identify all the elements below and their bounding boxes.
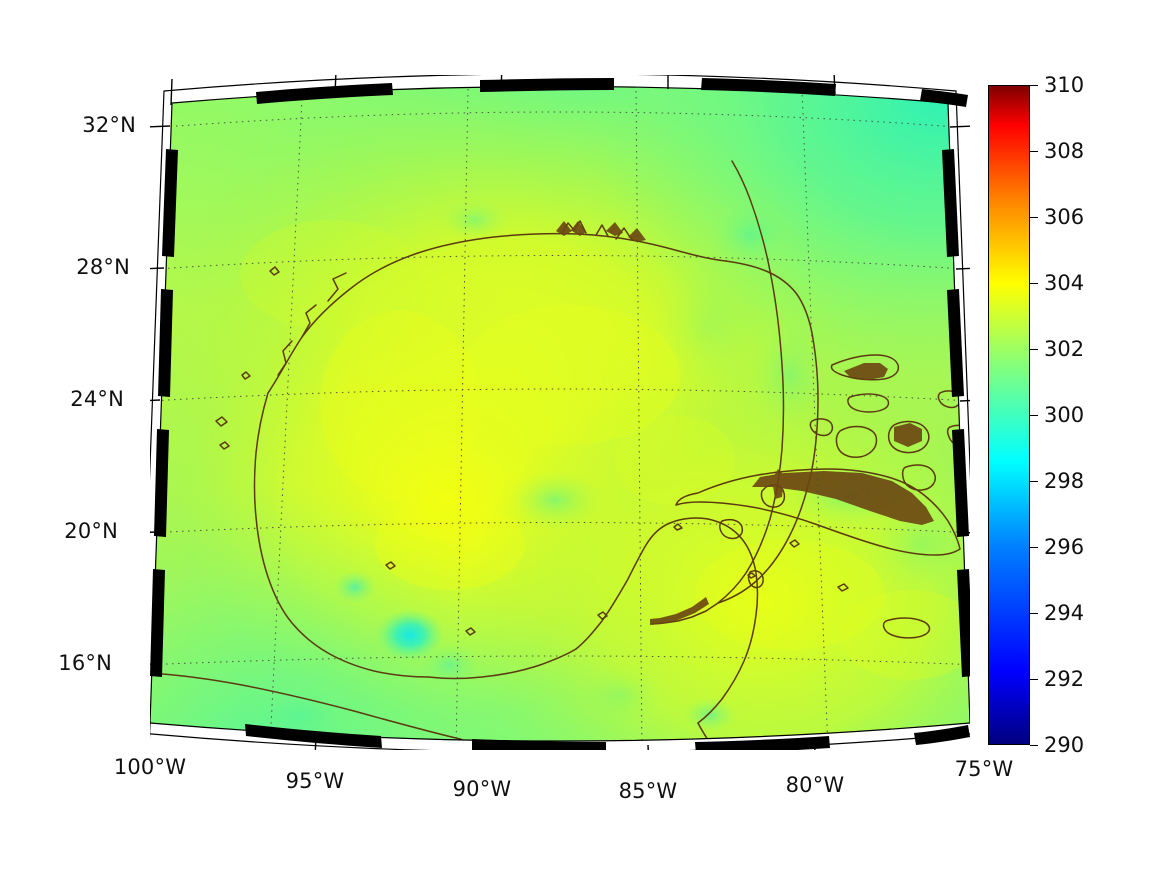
colorbar[interactable]: 310 308 306 304 302 300 298 296 294 292 … [988,73,1084,757]
colorbar-label-302: 302 [1044,337,1085,361]
colorbar-label-292: 292 [1044,667,1085,691]
colorbar-tick-302 [1030,349,1038,350]
lat-tick-label-24: 24°N [70,387,124,411]
lat-tick-label-32: 32°N [82,113,136,137]
land-tint [556,221,934,625]
lon-tick-label-90w: 90°W [452,777,512,801]
colorbar-label-294: 294 [1044,601,1085,625]
colorbar-tick-294 [1030,613,1038,614]
colorbar-tick-296 [1030,547,1038,548]
colorbar-tick-298 [1030,481,1038,482]
axis-ticks [150,75,970,750]
colorbar-gradient [988,85,1030,745]
lat-tick-label-16: 16°N [58,651,112,675]
lat-tick-label-20: 20°N [64,519,118,543]
map-render [150,75,970,750]
lat-tick-label-28: 28°N [76,255,130,279]
colorbar-label-306: 306 [1044,205,1085,229]
colorbar-tick-308 [1030,151,1038,152]
map-frame [150,75,970,750]
colorbar-label-308: 308 [1044,139,1085,163]
colorbar-tick-292 [1030,679,1038,680]
colorbar-label-310: 310 [1044,73,1085,97]
colorbar-label-296: 296 [1044,535,1085,559]
colorbar-label-304: 304 [1044,271,1085,295]
colorbar-label-298: 298 [1044,469,1085,493]
colorbar-label-300: 300 [1044,403,1085,427]
colorbar-tick-304 [1030,283,1038,284]
lon-tick-label-95w: 95°W [285,769,345,793]
colorbar-tick-306 [1030,217,1038,218]
colorbar-tick-310 [1030,85,1038,86]
lon-tick-label-80w: 80°W [785,773,845,797]
lon-tick-label-100w: 100°W [113,755,187,779]
graticule [150,86,970,741]
colorbar-label-290: 290 [1044,733,1085,757]
colorbar-tick-290 [1030,745,1038,746]
colorbar-tick-300 [1030,415,1038,416]
lon-tick-label-85w: 85°W [618,779,678,803]
lon-tick-label-75w: 75°W [954,757,1014,781]
map-axes[interactable]: 32°N 28°N 24°N 20°N 16°N 100°W 95°W 90°W… [58,75,1013,803]
